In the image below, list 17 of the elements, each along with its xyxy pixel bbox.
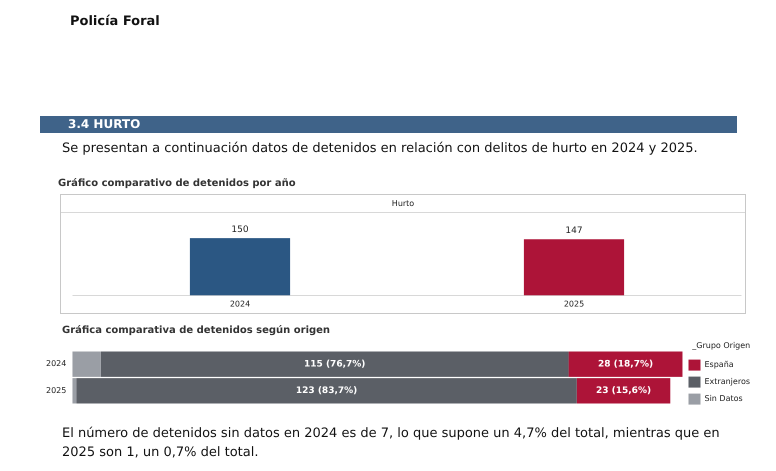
legend-label: España	[704, 360, 734, 370]
data-label: 123 (83,7%)	[296, 386, 358, 396]
text: Policía Foral	[70, 14, 160, 29]
legend-label: Sin Datos	[704, 394, 743, 404]
chart-subtitle: Hurto	[61, 195, 745, 213]
data-label: 115 (76,7%)	[304, 359, 366, 370]
chart-title: Gráfico comparativo de detenidos por año	[58, 178, 297, 189]
legend-label: Extranjeros	[704, 377, 750, 386]
text: Se presentan a continuación datos de detenidos en relación con delitos de hurto en 2024 y 2025.	[62, 141, 698, 156]
text: 3.4 HURTO	[40, 116, 737, 133]
chart-title: Gráfica comparativa de detenidos según origen	[62, 325, 332, 336]
data-label: 147	[565, 226, 583, 236]
legend-title: _Grupo Origen	[691, 341, 750, 350]
text: El número de detenidos sin datos en 2024 es de 7, lo que supone un 4,7% del total, mientras que en 2025 son 1, un 0,7% del total.	[62, 425, 721, 462]
data-label: 150	[231, 224, 249, 235]
data-label: 23 (15,6%)	[596, 386, 652, 396]
data-label: 28 (18,7%)	[598, 359, 654, 370]
